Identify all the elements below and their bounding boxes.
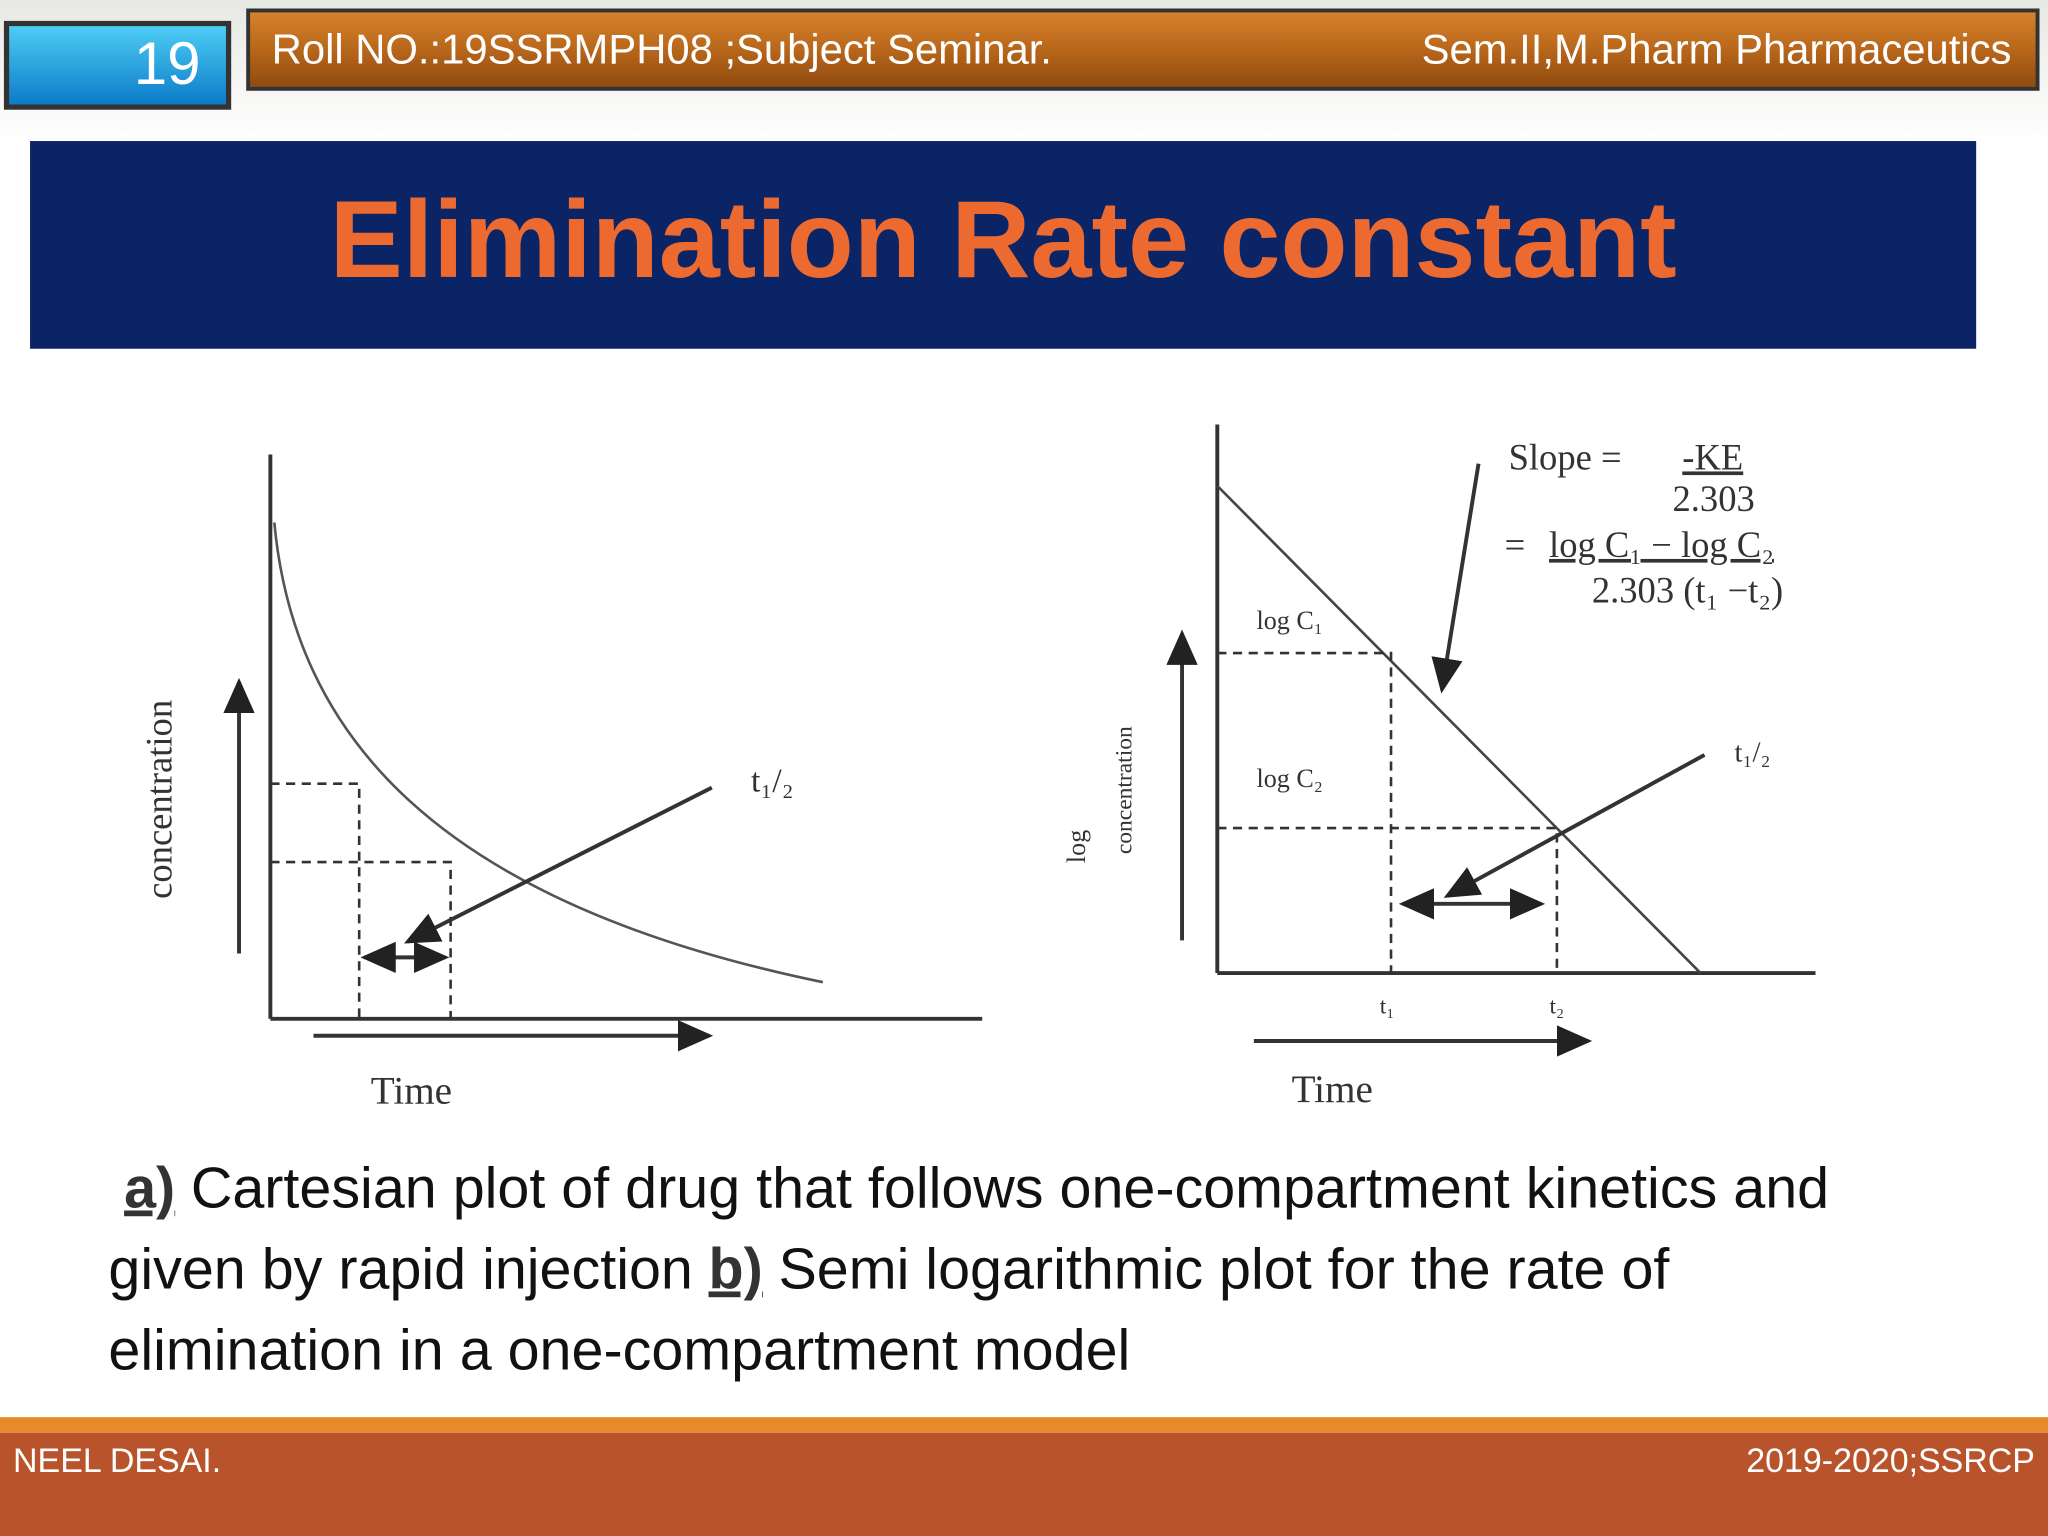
formula: -KE — [1682, 436, 1743, 477]
caption-line: a) Cartesian plot of drug that follows on… — [124, 1157, 1829, 1221]
footer — [0, 1432, 2048, 1536]
footer-info: 2019-2020;SSRCP — [1746, 1442, 2035, 1480]
number-box — [3, 20, 232, 110]
course: Sem.II,M.Pharm Pharmaceutics — [1422, 25, 2012, 72]
figure-b: log C₁ log C₂ t₁/₂ t₁ t₂ log concentrati… — [1062, 424, 1816, 1111]
label: b) — [709, 1238, 763, 1302]
guides — [270, 782, 452, 1019]
label: t₂ — [1550, 994, 1565, 1020]
guides — [1217, 651, 1559, 974]
header-bar — [246, 8, 2040, 91]
caption-line: elimination in a one-compartment model — [108, 1319, 1130, 1383]
label: log C₂ — [1256, 764, 1322, 793]
x-label: Time — [1292, 1068, 1373, 1111]
text: Cartesian plot of drug that follows one-… — [191, 1157, 1829, 1221]
figure-a: t₁/₂ concentration Time — [139, 454, 983, 1113]
footer-author: NEEL DESAI. — [13, 1442, 221, 1480]
arrow — [404, 785, 713, 944]
y-label: concentration — [139, 700, 180, 899]
caption: a) Cartesian plot of drug that follows on… — [108, 1157, 1829, 1383]
roll: Roll NO.:19SSRMPH08 ;Subject Seminar. — [272, 25, 1052, 72]
y-label: log — [1062, 830, 1091, 863]
footer-stripe — [0, 1417, 2048, 1433]
y-label: concentration — [1111, 726, 1137, 854]
text: given by rapid injection — [108, 1238, 692, 1302]
label: t₁ — [1380, 994, 1395, 1020]
slide-number: 19 — [134, 30, 201, 97]
formula: 2.303 — [1672, 478, 1754, 519]
label: log C₁ — [1256, 606, 1322, 635]
formula: = — [1505, 524, 1526, 565]
formula: Slope = — [1509, 436, 1622, 477]
x-label: Time — [371, 1070, 452, 1113]
title: Elimination Rate constant — [330, 179, 1677, 301]
line — [1216, 484, 1702, 974]
label: a) — [124, 1157, 175, 1221]
text: Semi logarithmic plot for the rate of — [778, 1238, 1670, 1302]
arrow — [1431, 463, 1481, 694]
arrow — [1443, 753, 1706, 898]
label: t₁/₂ — [1735, 737, 1771, 769]
caption-line: given by rapid injection b) Semi logarithm… — [108, 1238, 1670, 1302]
title-band — [30, 141, 1977, 349]
formula: 2.303 (t₁ −t₂) — [1592, 570, 1783, 611]
curve — [272, 522, 824, 984]
label: t₁/₂ — [751, 762, 794, 799]
formula: log C₁ − log C₂ — [1549, 524, 1774, 565]
